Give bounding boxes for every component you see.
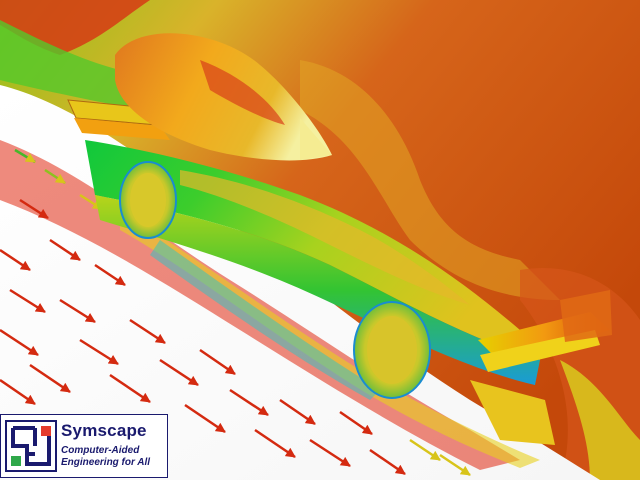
rear-wheel-face xyxy=(367,316,417,384)
velocity-arrows xyxy=(0,148,471,477)
right-yellow-band xyxy=(300,60,560,300)
underbody-flow-cyan xyxy=(150,240,380,400)
symscape-logo-icon xyxy=(5,420,57,472)
underbody-flow-yellow xyxy=(120,210,540,468)
brand-name: Symscape xyxy=(61,421,147,440)
front-wing-element xyxy=(74,118,170,140)
symscape-logo-panel: Symscape Computer-Aided Engineering for … xyxy=(0,414,168,478)
lower-right-yellow xyxy=(560,360,640,480)
nose-tip xyxy=(300,118,332,160)
car-body xyxy=(85,140,540,360)
front-wheel-face xyxy=(130,173,166,227)
nose-cone-red-patch xyxy=(200,60,285,125)
brand-tagline: Computer-Aided Engineering for All xyxy=(61,445,151,468)
rear-diffuser xyxy=(470,380,555,445)
cockpit-ridge xyxy=(180,170,470,305)
left-green-region xyxy=(0,20,140,110)
rear-wing-endplate xyxy=(560,290,612,342)
